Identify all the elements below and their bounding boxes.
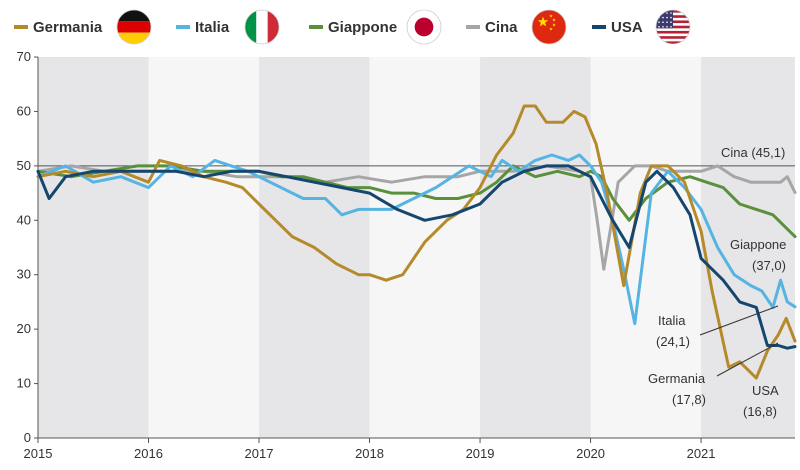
annotation-usa-label: USA [752,383,779,398]
x-tick-label: 2017 [245,446,274,461]
legend-label: Cina [485,19,518,36]
x-tick-label: 2018 [355,446,384,461]
y-axis: 0 10 20 30 40 50 60 70 [17,49,39,445]
annotation-italia-leader [699,305,779,336]
legend-item-giappone: Giappone [309,9,442,45]
legend-label: USA [611,19,643,36]
annotation-cina: Cina (45,1) [721,145,785,160]
y-tick-label: 10 [17,376,31,391]
annotation-germania-leader [716,342,779,377]
annotation-giappone-value: (37,0) [752,258,786,273]
series-line-germania [36,104,797,380]
year-band-2019 [480,57,591,438]
year-band-2016 [148,57,260,438]
x-tick-label: 2015 [24,446,53,461]
annotation-germania-value: (17,8) [672,392,706,407]
year-band-2015 [38,57,149,438]
italy-flag-icon [244,9,280,45]
legend: Germania Italia Giappone Cina USA [14,9,691,45]
legend-item-italia: Italia [176,9,280,45]
japan-flag-icon [406,9,442,45]
x-tick-label: 2016 [134,446,163,461]
y-tick-label: 0 [24,430,31,445]
x-tick-label: 2021 [687,446,716,461]
y-tick-label: 50 [17,158,31,173]
x-tick-label: 2020 [576,446,605,461]
annotation-italia-label: Italia [658,313,686,328]
year-band-2018 [369,57,481,438]
series-line-usa [36,164,797,350]
china-flag-icon [531,9,567,45]
legend-item-usa: USA [592,9,691,45]
legend-label: Giappone [328,19,397,36]
legend-label: Germania [33,19,103,36]
annotation-giappone-label: Giappone [730,237,786,252]
annotations: Cina (45,1) Giappone (37,0) Italia (24,1… [648,145,786,419]
series-lines [36,104,797,380]
x-tick-label: 2019 [466,446,495,461]
usa-flag-icon [655,9,691,45]
y-tick-label: 30 [17,267,31,282]
series-line-italia [36,153,797,326]
y-tick-label: 70 [17,49,31,64]
y-tick-label: 60 [17,103,31,118]
legend-label: Italia [195,19,230,36]
annotation-italia-value: (24,1) [656,334,690,349]
y-tick-label: 40 [17,212,31,227]
germany-flag-icon [116,9,152,45]
legend-item-cina: Cina [466,9,567,45]
annotation-germania-label: Germania [648,371,706,386]
annotation-usa-value: (16,8) [743,404,777,419]
legend-item-germania: Germania [14,9,152,45]
y-tick-label: 20 [17,321,31,336]
x-axis: 2015 2016 2017 2018 2019 2020 2021 [24,437,795,461]
